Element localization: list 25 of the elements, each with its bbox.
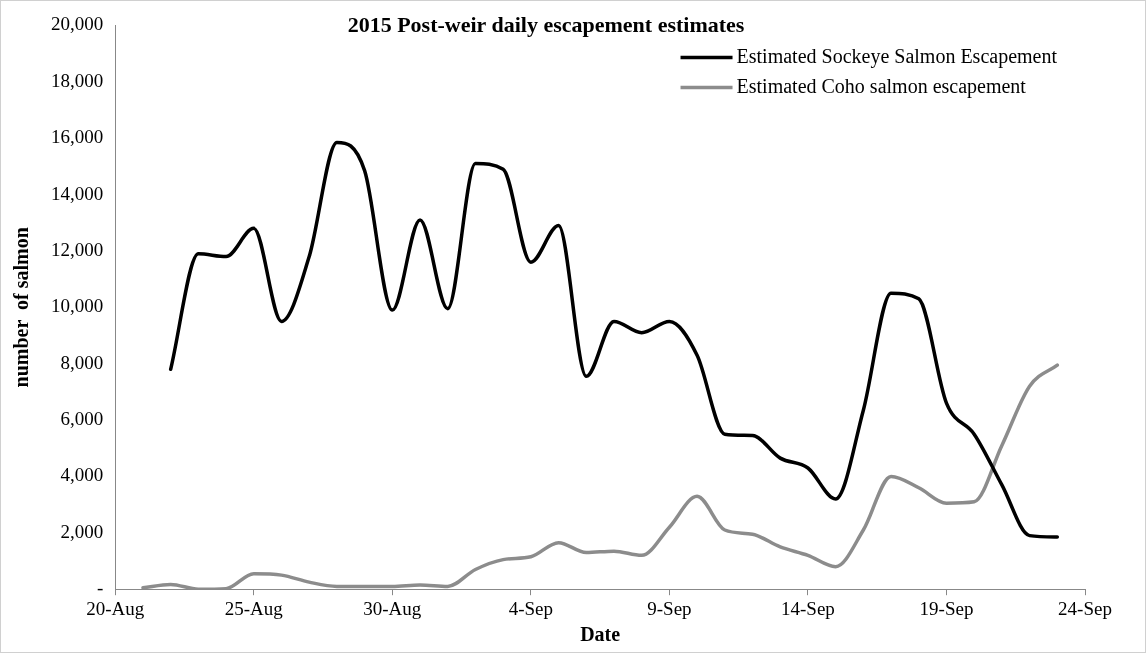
line-series xyxy=(168,140,1060,539)
y-axis-title: number of salmon xyxy=(10,227,33,388)
chart-title: 2015 Post-weir daily escapement estimates xyxy=(347,11,745,37)
legend-label: Estimated Coho salmon escapement xyxy=(736,74,1027,98)
x-tick-label: 14-Sep xyxy=(781,597,835,619)
y-tick-label: 8,000 xyxy=(60,351,104,373)
x-tick-label: 24-Sep xyxy=(1058,597,1112,619)
legend-label: Estimated Sockeye Salmon Escapement xyxy=(736,44,1058,68)
x-tick-label: 19-Sep xyxy=(919,597,974,619)
x-tick-label: 4-Sep xyxy=(508,597,554,619)
y-tick-label: 10,000 xyxy=(51,295,104,317)
x-tick-label: 25-Aug xyxy=(224,597,284,619)
x-axis-title: Date xyxy=(580,623,621,646)
x-tick-label: 30-Aug xyxy=(363,597,422,619)
y-tick-label: 12,000 xyxy=(51,238,104,260)
x-tick-label: 20-Aug xyxy=(86,597,145,619)
y-tick-label: - xyxy=(96,577,104,599)
y-tick-label: 18,000 xyxy=(51,69,104,91)
y-tick-label: 4,000 xyxy=(60,464,104,486)
y-tick-label: 20,000 xyxy=(51,13,104,35)
y-tick-label: 14,000 xyxy=(51,182,104,204)
x-tick-label: 9-Sep xyxy=(647,597,692,619)
y-tick-label: 2,000 xyxy=(60,520,104,542)
y-tick-label: 6,000 xyxy=(60,408,104,430)
y-tick-label: 16,000 xyxy=(51,126,104,148)
